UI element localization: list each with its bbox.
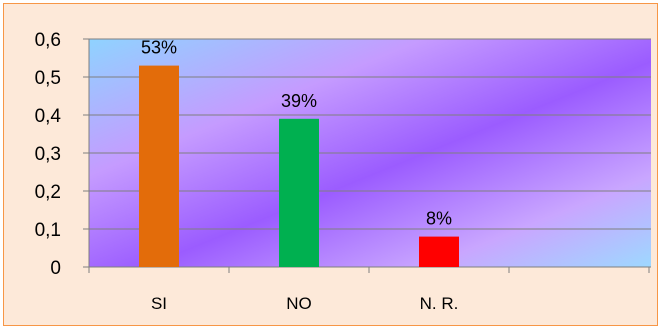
y-tick-label: 0 — [50, 258, 61, 279]
bar-n-r — [419, 236, 459, 267]
axes — [83, 38, 651, 273]
labels: 0 0,1 0,2 0,3 0,4 0,5 0,6 53% SI 39% NO 8% N. R. — [35, 30, 459, 313]
y-tick-label: 0,3 — [35, 144, 61, 165]
data-label: 39% — [281, 91, 317, 111]
data-label: 8% — [426, 209, 452, 229]
y-tick-label: 0,4 — [35, 106, 62, 127]
y-tick-label: 0,2 — [35, 182, 61, 203]
y-tick-label: 0,6 — [35, 30, 61, 51]
bar-no — [279, 118, 319, 267]
y-tick-label: 0,1 — [35, 220, 61, 241]
x-category-label: NO — [286, 294, 312, 313]
y-tick-label: 0,5 — [35, 68, 61, 89]
bars — [139, 65, 459, 267]
x-category-label: N. R. — [420, 294, 459, 313]
x-category-label: SI — [151, 294, 167, 313]
gridlines — [89, 38, 651, 230]
bar-si — [139, 65, 179, 267]
data-label: 53% — [141, 38, 177, 58]
